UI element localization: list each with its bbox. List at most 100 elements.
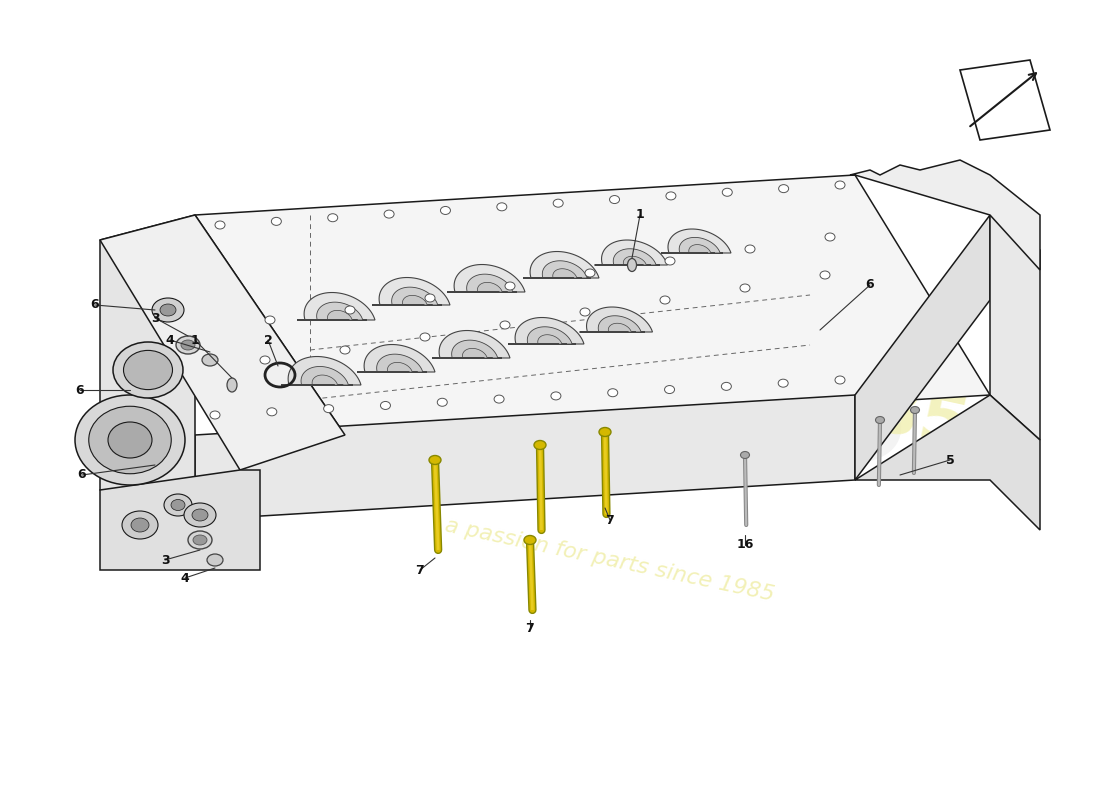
Text: 3: 3 xyxy=(151,311,160,325)
Ellipse shape xyxy=(600,427,610,437)
Polygon shape xyxy=(608,249,656,265)
Ellipse shape xyxy=(420,333,430,341)
Ellipse shape xyxy=(75,395,185,485)
Ellipse shape xyxy=(164,494,192,516)
Text: 5: 5 xyxy=(946,454,955,466)
Ellipse shape xyxy=(553,199,563,207)
Polygon shape xyxy=(309,375,338,385)
Ellipse shape xyxy=(328,214,338,222)
Polygon shape xyxy=(100,215,195,520)
Polygon shape xyxy=(195,175,990,435)
Ellipse shape xyxy=(176,336,200,354)
Polygon shape xyxy=(312,302,363,320)
Polygon shape xyxy=(372,278,450,305)
Ellipse shape xyxy=(207,554,223,566)
Polygon shape xyxy=(462,274,513,292)
Polygon shape xyxy=(447,340,497,358)
Ellipse shape xyxy=(192,509,208,521)
Ellipse shape xyxy=(722,382,732,390)
Text: 4: 4 xyxy=(166,334,175,346)
Text: 1985: 1985 xyxy=(764,355,976,465)
Text: 16: 16 xyxy=(736,538,754,551)
Ellipse shape xyxy=(210,411,220,419)
Polygon shape xyxy=(990,215,1040,440)
Ellipse shape xyxy=(835,181,845,189)
Polygon shape xyxy=(606,323,631,332)
Text: 7: 7 xyxy=(606,514,615,526)
Polygon shape xyxy=(280,357,361,385)
Ellipse shape xyxy=(123,350,173,390)
Ellipse shape xyxy=(778,379,789,387)
Ellipse shape xyxy=(184,503,216,527)
Ellipse shape xyxy=(131,518,149,532)
Text: 6: 6 xyxy=(76,383,85,397)
Ellipse shape xyxy=(113,342,183,398)
Text: 1: 1 xyxy=(636,209,645,222)
Ellipse shape xyxy=(182,340,195,350)
Text: epces: epces xyxy=(326,322,914,498)
Polygon shape xyxy=(324,310,352,320)
Ellipse shape xyxy=(160,304,176,316)
Ellipse shape xyxy=(820,271,830,279)
Ellipse shape xyxy=(227,378,236,392)
Text: 6: 6 xyxy=(78,469,86,482)
Polygon shape xyxy=(432,330,510,358)
Polygon shape xyxy=(522,326,572,344)
Ellipse shape xyxy=(911,406,920,414)
Ellipse shape xyxy=(152,298,184,322)
Polygon shape xyxy=(447,265,525,292)
Ellipse shape xyxy=(876,417,884,423)
Text: 7: 7 xyxy=(526,622,535,634)
Ellipse shape xyxy=(723,188,733,196)
Ellipse shape xyxy=(438,398,448,406)
Polygon shape xyxy=(620,256,647,265)
Ellipse shape xyxy=(340,346,350,354)
Polygon shape xyxy=(674,238,720,253)
Polygon shape xyxy=(296,366,349,385)
Polygon shape xyxy=(855,215,990,480)
Ellipse shape xyxy=(609,195,619,203)
Ellipse shape xyxy=(214,221,225,229)
Ellipse shape xyxy=(740,451,749,458)
Polygon shape xyxy=(100,215,345,470)
Ellipse shape xyxy=(260,356,270,364)
Ellipse shape xyxy=(188,531,212,549)
Polygon shape xyxy=(385,362,412,372)
Polygon shape xyxy=(661,229,732,253)
Ellipse shape xyxy=(779,185,789,193)
Ellipse shape xyxy=(835,376,845,384)
Text: 4: 4 xyxy=(180,571,189,585)
Polygon shape xyxy=(372,354,422,372)
Polygon shape xyxy=(297,293,375,320)
Ellipse shape xyxy=(666,257,675,265)
Ellipse shape xyxy=(825,233,835,241)
Polygon shape xyxy=(100,470,260,570)
Polygon shape xyxy=(850,160,1040,270)
Polygon shape xyxy=(536,334,562,344)
Polygon shape xyxy=(960,60,1050,140)
Ellipse shape xyxy=(745,245,755,253)
Text: 7: 7 xyxy=(416,563,425,577)
Polygon shape xyxy=(538,261,587,278)
Ellipse shape xyxy=(607,389,618,397)
Text: 2: 2 xyxy=(264,334,273,346)
Polygon shape xyxy=(580,307,652,332)
Ellipse shape xyxy=(585,269,595,277)
Ellipse shape xyxy=(534,441,546,450)
Ellipse shape xyxy=(505,282,515,290)
Text: 6: 6 xyxy=(90,298,99,311)
Polygon shape xyxy=(195,395,855,520)
Polygon shape xyxy=(594,316,641,332)
Ellipse shape xyxy=(381,402,390,410)
Ellipse shape xyxy=(580,308,590,316)
Ellipse shape xyxy=(524,535,536,545)
Ellipse shape xyxy=(323,405,333,413)
Polygon shape xyxy=(686,245,711,253)
Text: 6: 6 xyxy=(866,278,874,291)
Text: 1: 1 xyxy=(190,334,199,346)
Polygon shape xyxy=(475,282,503,292)
Ellipse shape xyxy=(740,284,750,292)
Polygon shape xyxy=(522,251,600,278)
Polygon shape xyxy=(855,395,1040,530)
Ellipse shape xyxy=(494,395,504,403)
